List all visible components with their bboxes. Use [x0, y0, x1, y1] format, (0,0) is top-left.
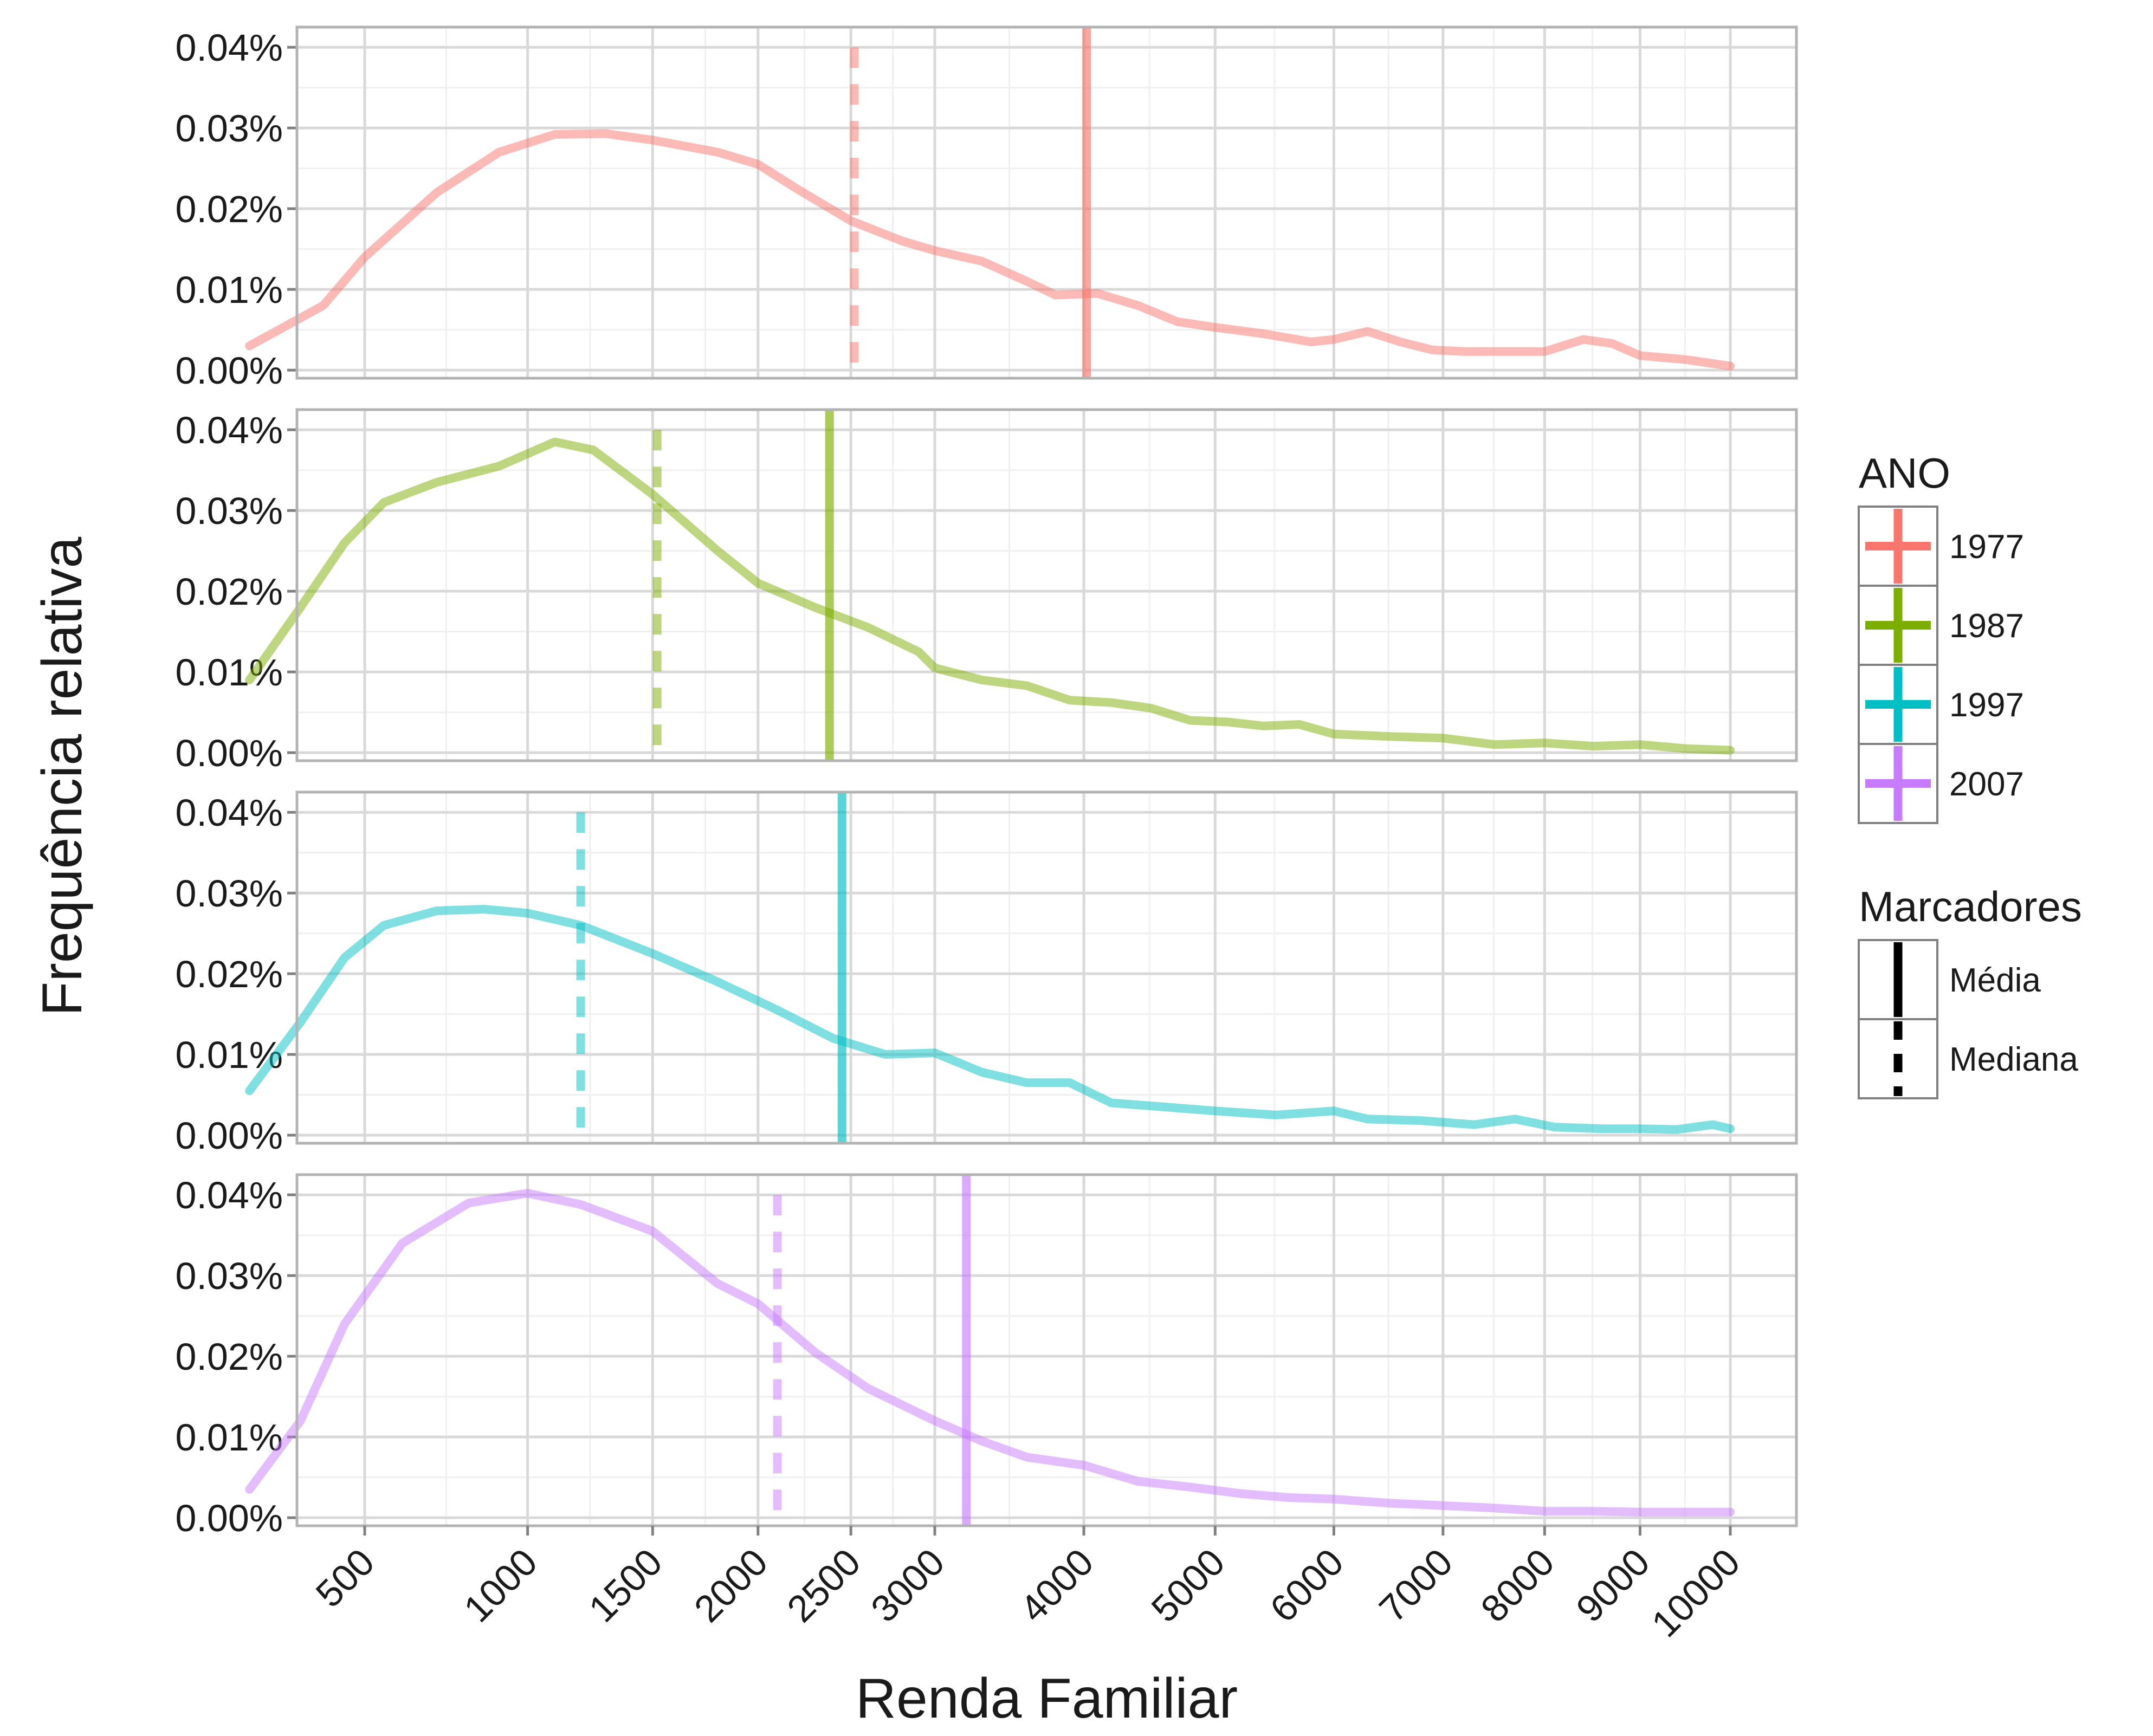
y-tick-label: 0.00%: [176, 349, 283, 392]
legend-label-1977: 1977: [1949, 528, 2024, 566]
facet-panel-1977: 0.00% 0.01% 0.02% 0.03% 0.04%: [176, 25, 1798, 392]
legend-title-ano: ANO: [1859, 449, 1950, 497]
y-tick-label: 0.01%: [176, 1416, 283, 1459]
legends: ANO 1977 1987 1997 2007 Marcadores Média Median…: [1858, 449, 2082, 1099]
y-tick-label: 0.00%: [176, 732, 283, 774]
density-line-1977: [245, 129, 1735, 371]
legend-label-1997: 1997: [1949, 686, 2024, 724]
y-tick-label: 0.02%: [176, 188, 283, 230]
y-tick-label: 0.04%: [176, 792, 283, 834]
y-tick-label: 0.04%: [176, 27, 283, 69]
density-line-1997: [245, 905, 1735, 1134]
y-tick-label: 0.03%: [176, 1255, 283, 1297]
panel-background: [297, 27, 1796, 378]
y-tick-label: 0.00%: [176, 1115, 283, 1157]
panel-background: [297, 792, 1796, 1143]
x-axis-title: Renda Familiar: [856, 1667, 1238, 1730]
legend-label-1987: 1987: [1949, 607, 2024, 645]
facet-panels: 0.00% 0.01% 0.02% 0.03% 0.04% 0.00% 0.01% 0.02%…: [176, 25, 1798, 1539]
y-tick-label: 0.03%: [176, 490, 283, 532]
y-tick-label: 0.00%: [176, 1497, 283, 1539]
panel-border: [295, 791, 1798, 1145]
legend-title-marcadores: Marcadores: [1859, 883, 2082, 930]
y-tick-label: 0.04%: [176, 1174, 283, 1216]
density-line-1987: [245, 437, 1735, 755]
y-tick-label: 0.02%: [176, 953, 283, 995]
panel-background: [297, 1175, 1796, 1526]
panel-border: [295, 1173, 1798, 1527]
panel-border: [295, 25, 1798, 380]
facet-panel-1997: 0.00%0.01%0.02%0.03%0.04%: [176, 791, 1798, 1157]
panel-background: [297, 410, 1796, 761]
y-tick-label: 0.02%: [176, 571, 283, 613]
y-tick-label: 0.03%: [176, 872, 283, 915]
panel-border: [295, 408, 1798, 762]
y-tick-label: 0.02%: [176, 1336, 283, 1378]
y-axis-title: Frequência relativa: [31, 537, 94, 1016]
density-line-2007: [245, 1189, 1735, 1517]
y-tick-label: 0.03%: [176, 107, 283, 150]
legend-label-2007: 2007: [1949, 766, 2024, 803]
legend-label-solid: Média: [1949, 962, 2041, 999]
facet-panel-2007: 0.00% 0.01% 0.02% 0.03% 0.04%: [176, 1173, 1798, 1539]
y-tick-label: 0.04%: [176, 409, 283, 451]
facet-panel-1987: 0.00%0.01%0.02%0.03%0.04%: [176, 408, 1798, 774]
y-tick-label: 0.01%: [176, 269, 283, 311]
legend-label-dashed: Mediana: [1949, 1041, 2078, 1078]
